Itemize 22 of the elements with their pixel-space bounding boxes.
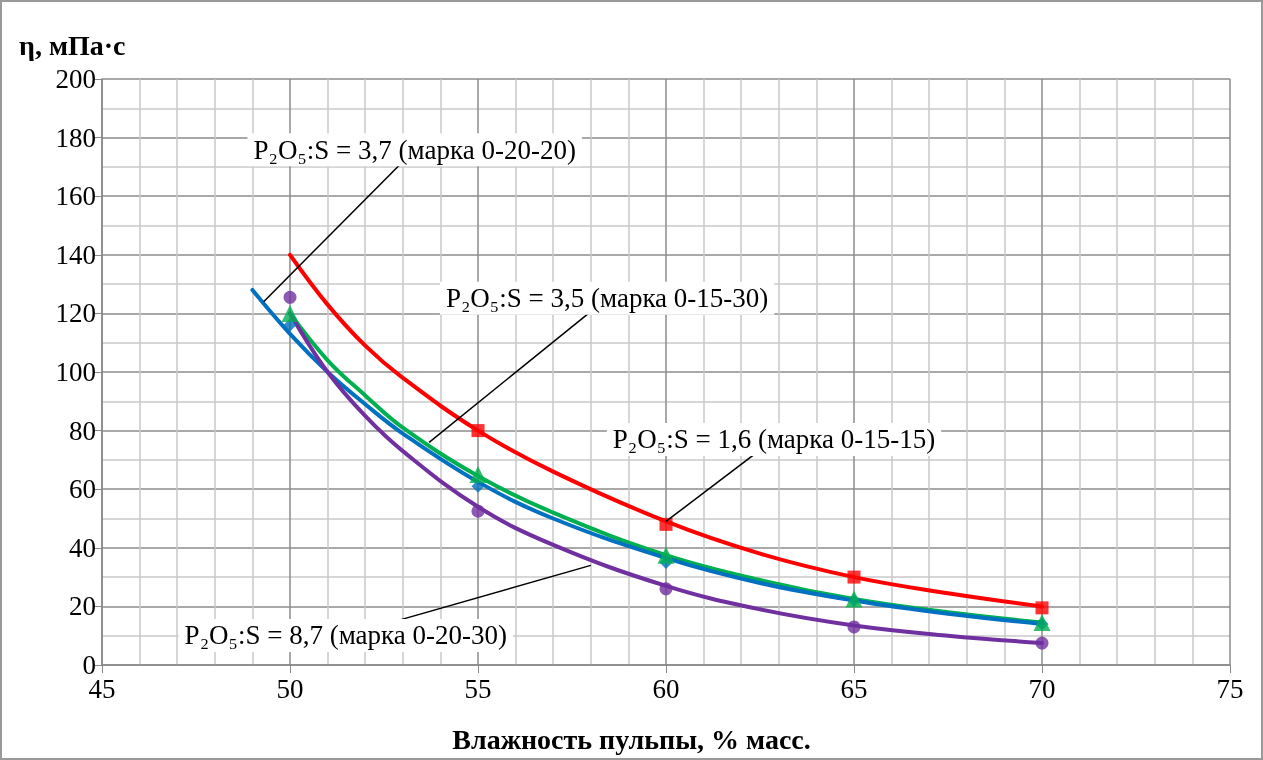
y-tick-label: 20 — [69, 591, 96, 622]
x-tick-label: 50 — [276, 673, 304, 704]
x-tick-label: 60 — [652, 673, 680, 704]
y-tick-label: 200 — [55, 64, 96, 94]
annotation: P₂O₅:S = 3,5 (марка 0-15-30) — [445, 283, 769, 314]
x-axis-title: Влажность пульпы, % масс. — [452, 723, 811, 755]
y-tick-label: 60 — [69, 474, 96, 505]
y-tick-label: 180 — [55, 122, 96, 153]
x-tick-label: 70 — [1028, 673, 1056, 704]
x-tick-label: 65 — [840, 673, 868, 704]
y-tick-label: 80 — [69, 415, 96, 446]
y-axis-title: η, мПа·с — [19, 29, 126, 61]
annotation: P₂O₅:S = 8,7 (марка 0-20-30) — [184, 620, 507, 651]
annotation: P₂O₅:S = 1,6 (марка 0-15-15) — [612, 424, 936, 455]
x-tick-label: 55 — [464, 673, 492, 704]
y-tick-label: 100 — [55, 357, 96, 387]
y-tick-label: 40 — [69, 532, 96, 563]
y-tick-label: 160 — [55, 181, 96, 212]
annotation: P₂O₅:S = 3,7 (марка 0-20-20) — [253, 134, 576, 165]
x-tick-label: 75 — [1216, 673, 1244, 704]
y-tick-label: 140 — [55, 239, 96, 270]
y-tick-label: 120 — [55, 298, 96, 329]
